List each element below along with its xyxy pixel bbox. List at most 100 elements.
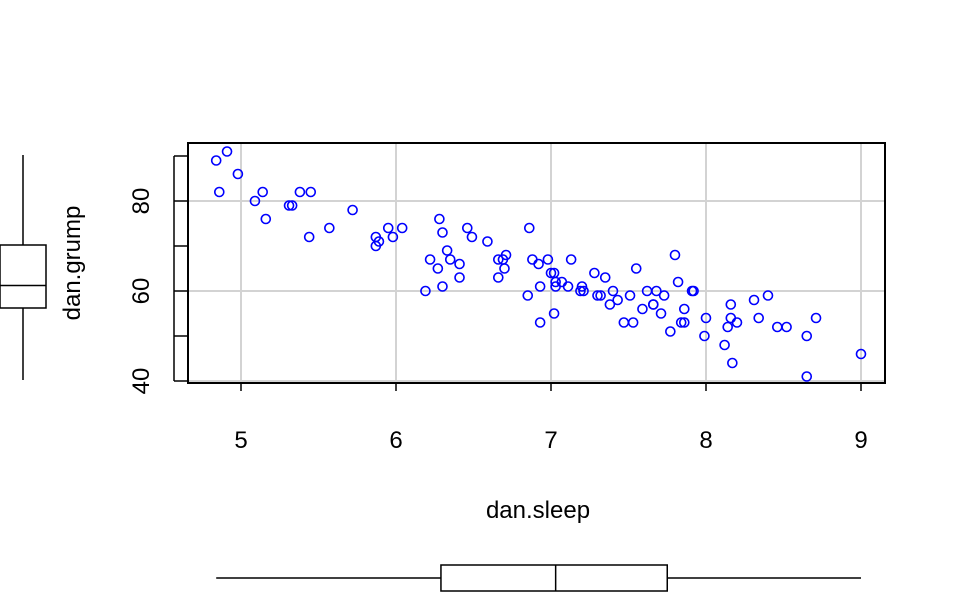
data-point <box>523 222 535 234</box>
data-point <box>482 236 493 247</box>
plot-frame <box>187 142 886 384</box>
x-axis-label: dan.sleep <box>486 497 590 524</box>
data-point <box>550 276 561 288</box>
data-point <box>534 281 546 292</box>
data-point <box>578 285 589 297</box>
data-point <box>500 249 512 261</box>
data-point <box>303 231 315 243</box>
data-point <box>370 240 382 252</box>
data-point <box>725 299 737 310</box>
y-tick-label: 40 <box>128 368 155 395</box>
data-point <box>651 285 662 297</box>
data-point <box>592 290 603 301</box>
data-point <box>678 317 690 328</box>
data-point <box>249 195 261 207</box>
data-point <box>286 200 298 211</box>
data-point <box>305 186 317 198</box>
data-point <box>454 272 465 283</box>
data-point <box>562 281 574 292</box>
x-tick-label: 6 <box>389 427 402 454</box>
data-point <box>599 272 611 283</box>
data-point <box>719 339 730 351</box>
data-point <box>700 312 712 324</box>
data-point <box>382 222 394 234</box>
data-point <box>387 231 399 243</box>
data-point <box>545 267 557 279</box>
data-point <box>466 231 478 243</box>
data-point <box>658 290 670 301</box>
data-point <box>678 303 690 315</box>
data-point <box>731 317 743 328</box>
data-point <box>347 204 358 216</box>
data-point <box>575 285 586 297</box>
data-point <box>630 263 642 274</box>
data-point <box>533 258 544 270</box>
data-point <box>444 254 456 265</box>
data-point <box>595 290 606 301</box>
y-axis-label: dan.grump <box>59 206 86 321</box>
data-point <box>665 326 676 337</box>
data-point <box>534 317 546 328</box>
data-point <box>753 312 765 324</box>
data-point <box>556 276 568 288</box>
data-point <box>762 290 774 301</box>
data-point <box>527 254 538 265</box>
data-point <box>396 222 408 234</box>
data-point <box>627 317 639 328</box>
data-point <box>748 294 760 306</box>
y-tick-label: 80 <box>128 188 155 215</box>
y-tick-label: 60 <box>128 278 155 305</box>
data-point <box>801 330 813 342</box>
data-point <box>688 285 699 297</box>
data-point <box>454 258 465 270</box>
data-point <box>260 213 272 225</box>
y-box <box>0 244 47 309</box>
data-point <box>727 357 738 369</box>
data-point <box>548 308 560 319</box>
data-point <box>612 294 623 306</box>
grid-lines <box>188 143 885 383</box>
data-point <box>637 303 648 315</box>
data-point <box>781 321 792 333</box>
data-point <box>675 317 687 328</box>
data-point <box>624 290 636 301</box>
data-point <box>669 249 681 261</box>
data-point <box>499 263 510 274</box>
data-points <box>210 146 867 382</box>
data-point <box>214 186 225 198</box>
x-tick-label: 9 <box>854 427 867 454</box>
data-point <box>283 200 295 211</box>
x-axis: 5 6 7 8 9 <box>234 383 868 454</box>
data-point <box>771 321 783 333</box>
data-point <box>699 330 710 342</box>
data-point <box>589 267 600 279</box>
data-point <box>576 281 588 292</box>
y-axis: 40 60 80 <box>128 155 188 395</box>
data-point <box>618 317 630 328</box>
data-point <box>522 290 534 301</box>
data-point <box>294 186 306 198</box>
data-point <box>672 276 684 288</box>
x-boxplot <box>216 564 861 592</box>
data-point <box>492 272 504 283</box>
data-point <box>542 254 554 265</box>
data-point <box>725 312 737 324</box>
data-point <box>565 254 577 265</box>
x-box <box>440 564 669 592</box>
data-point <box>437 281 448 292</box>
data-point <box>607 285 619 297</box>
data-point <box>420 285 431 297</box>
x-tick-label: 8 <box>699 427 712 454</box>
data-point <box>424 254 436 265</box>
data-point <box>432 263 444 274</box>
data-point <box>604 299 616 310</box>
data-point <box>461 222 473 234</box>
data-point <box>492 254 504 265</box>
data-point <box>257 186 269 198</box>
data-point <box>437 227 448 238</box>
x-tick-label: 5 <box>234 427 247 454</box>
data-point <box>210 155 222 166</box>
x-tick-label: 7 <box>544 427 557 454</box>
